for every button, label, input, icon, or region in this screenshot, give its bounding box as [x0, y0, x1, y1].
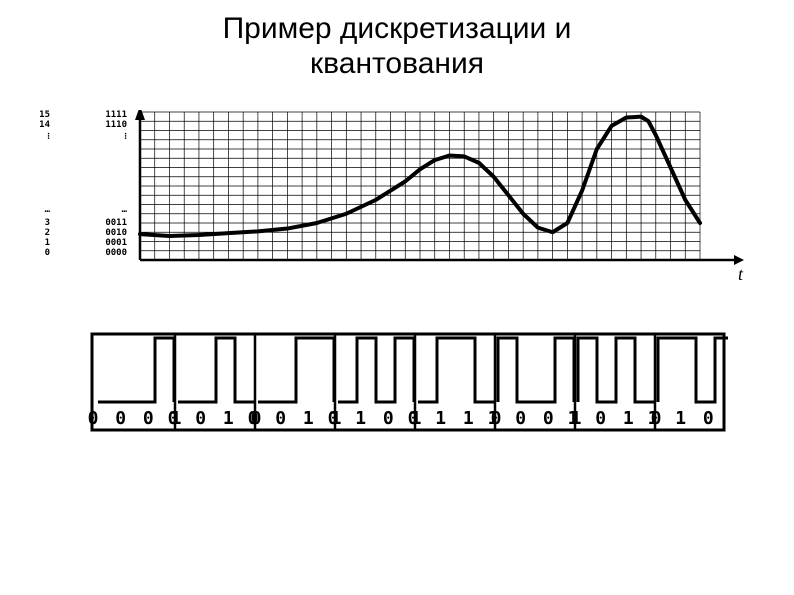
title-line-1: Пример дискретизации и [223, 12, 572, 45]
y-label-row: …… [32, 205, 127, 215]
analog-waveform: t [40, 110, 760, 290]
y-label-row: 141110 [32, 120, 127, 130]
digital-pulse: 0 0 0 10 0 1 00 0 1 10 1 0 10 1 1 01 0 0… [88, 330, 728, 450]
analog-chart: 151111141110⁝⁝……30011200101000100000 t [40, 110, 760, 290]
y-label-row: ⁝⁝ [32, 132, 127, 142]
digital-group-label: 1 1 0 1 [648, 408, 728, 429]
title-line-2: квантования [310, 47, 484, 80]
digital-chart: 0 0 0 10 0 1 00 0 1 10 1 0 10 1 1 01 0 0… [88, 330, 728, 450]
x-axis-label: t [738, 264, 744, 284]
y-label-row: 20010 [32, 228, 127, 238]
y-label-row: 00000 [32, 248, 127, 258]
y-label-row: 30011 [32, 218, 127, 228]
y-label-row: 151111 [32, 110, 127, 120]
y-label-row: 10001 [32, 238, 127, 248]
